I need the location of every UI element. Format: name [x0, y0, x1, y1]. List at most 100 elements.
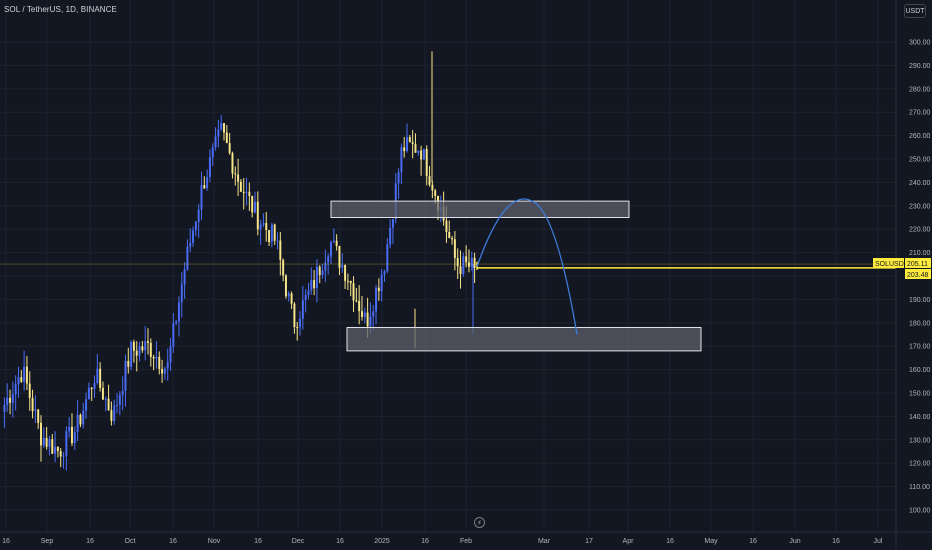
x-tick-label: 16 — [749, 538, 757, 545]
candle-body — [42, 438, 45, 446]
candle-body — [54, 446, 57, 454]
candle-body — [431, 184, 434, 191]
y-tick-label: 250.00 — [909, 157, 931, 164]
candle-body — [425, 149, 428, 177]
x-tick-label: 16 — [336, 538, 344, 545]
candle-body — [470, 257, 473, 267]
candle-body — [90, 387, 93, 389]
y-tick-label: 120.00 — [909, 461, 931, 468]
candle-body — [73, 431, 76, 444]
currency-button[interactable]: USDT — [904, 4, 926, 18]
y-tick-label: 290.00 — [909, 63, 931, 70]
lightning-icon[interactable]: ⚡ — [474, 517, 485, 528]
candle-body — [101, 387, 104, 400]
chart-grid — [0, 0, 896, 532]
x-tick-label: Oct — [125, 538, 136, 545]
candle-body — [223, 123, 226, 133]
line-price-tag-bg — [905, 269, 931, 279]
candle-body — [234, 173, 237, 175]
candle-body — [383, 271, 386, 275]
x-tick-label: 2025 — [374, 538, 390, 545]
candle-body — [420, 150, 423, 160]
candle-body — [456, 257, 459, 267]
candle-body — [259, 224, 262, 230]
candle-body — [307, 290, 310, 296]
candle-body — [462, 256, 465, 274]
candle-body — [301, 300, 304, 319]
candle-body — [85, 399, 88, 411]
candle-body — [197, 209, 200, 222]
candle-body — [37, 409, 40, 423]
candle-body — [99, 368, 102, 388]
candle-body — [25, 366, 28, 384]
x-tick-label: Sep — [41, 538, 54, 545]
candle-body — [138, 346, 141, 356]
candle-body — [338, 245, 341, 268]
y-tick-label: 240.00 — [909, 180, 931, 187]
candle-body — [31, 397, 34, 412]
y-tick-label: 300.00 — [909, 40, 931, 47]
candle-body — [391, 219, 394, 228]
candle-body — [318, 266, 321, 275]
candle-body — [377, 287, 380, 292]
candle-body — [330, 242, 332, 257]
candle-body — [82, 410, 85, 425]
time-axis[interactable]: 16 Sep 16 Oct 16 Nov 16 Dec 16 2025 16 Feb Mar 17 Apr 1… — [0, 531, 932, 545]
x-tick-label: Nov — [208, 538, 221, 545]
candle-body — [473, 257, 476, 268]
candle-body — [40, 422, 42, 446]
candle-body — [141, 346, 144, 351]
price-axis[interactable]: 300.00 290.00 280.00 270.00 260.00 250.00 240.… — [895, 0, 931, 550]
candle-body — [296, 327, 299, 329]
candle-body — [451, 238, 454, 240]
candle-body — [225, 132, 228, 144]
candle-body — [48, 439, 51, 447]
candle-body — [327, 256, 330, 263]
candle-body — [169, 346, 172, 363]
candle-body — [149, 342, 152, 357]
x-tick-label: Jul — [874, 538, 883, 545]
candle-body — [406, 137, 409, 152]
candle-body — [245, 191, 248, 194]
candle-body — [194, 221, 197, 231]
x-tick-label: Feb — [460, 538, 472, 545]
candle-body — [445, 220, 448, 232]
y-tick-label: 280.00 — [909, 86, 931, 93]
candle-body — [175, 321, 178, 324]
candle-body — [147, 341, 149, 343]
candle-body — [62, 455, 65, 457]
y-tick-label: 220.00 — [909, 227, 931, 234]
candle-body — [17, 377, 20, 385]
candle-body — [166, 362, 169, 369]
candle-body — [375, 287, 378, 312]
candle-body — [315, 266, 318, 289]
candle-body — [76, 414, 79, 432]
y-tick-label: 110.00 — [909, 484, 930, 491]
support-zone — [346, 326, 702, 352]
candle-body — [192, 230, 195, 243]
y-tick-label: 130.00 — [909, 437, 931, 444]
candle-body — [20, 377, 23, 382]
x-tick-label: Apr — [623, 538, 635, 545]
candle-body — [214, 136, 217, 148]
candle-body — [341, 265, 344, 268]
candle-body — [110, 410, 113, 421]
candle-body — [349, 280, 352, 284]
x-tick-label: 16 — [832, 538, 840, 545]
candle-body — [256, 201, 259, 230]
candle-body — [186, 246, 189, 270]
candle-body — [3, 404, 6, 412]
x-tick-label: May — [704, 538, 718, 545]
candle-body — [93, 382, 96, 389]
symbol-tag-bg — [873, 258, 904, 268]
candle-body — [45, 438, 48, 447]
candle-body — [155, 356, 158, 359]
x-tick-label: 16 — [421, 538, 429, 545]
candle-body — [344, 265, 347, 281]
candle-body — [355, 300, 358, 302]
candle-body — [465, 256, 468, 263]
y-tick-label: 170.00 — [909, 344, 931, 351]
candle-body — [422, 149, 425, 160]
candle-body — [380, 274, 383, 292]
